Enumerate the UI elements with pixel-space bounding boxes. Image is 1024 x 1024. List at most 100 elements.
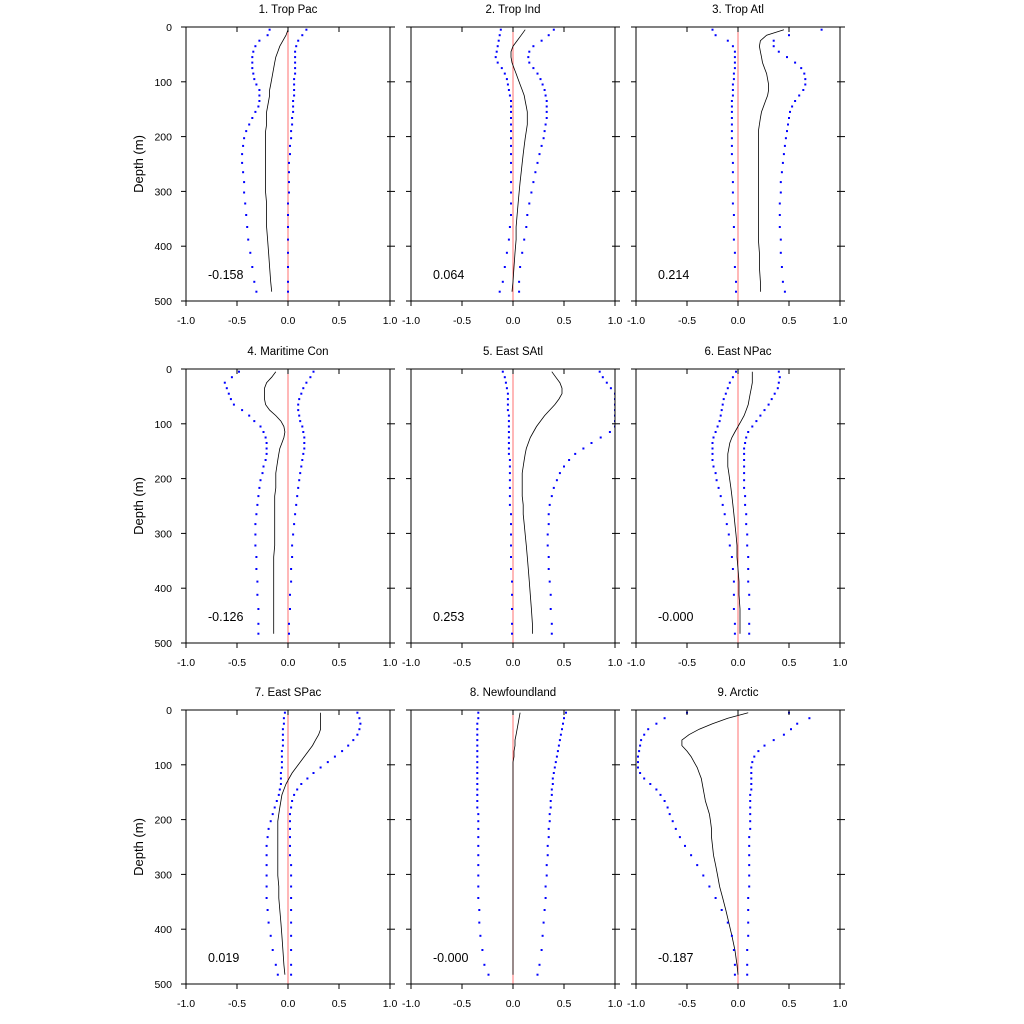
upper-bound-point <box>750 766 753 769</box>
x-tick-label: 0.5 <box>782 998 797 1010</box>
upper-bound-point <box>300 392 303 395</box>
lower-bound-point <box>264 436 267 439</box>
lower-bound-point <box>663 800 666 802</box>
panel-title: 7. East SPac <box>255 687 322 699</box>
upper-bound-point <box>295 503 298 506</box>
lower-bound-point <box>508 479 511 482</box>
upper-bound-point <box>536 72 539 75</box>
median-line <box>264 371 286 634</box>
upper-bound-point <box>562 722 564 725</box>
x-tick-label: 1.0 <box>608 315 623 327</box>
upper-bound-point <box>777 370 780 373</box>
panel-value-label: 0.019 <box>208 951 239 965</box>
upper-bound-point <box>290 909 293 911</box>
lower-bound-point <box>476 806 479 809</box>
upper-bound-point <box>544 897 547 899</box>
upper-bound-point <box>546 844 549 847</box>
lower-bound-point <box>637 761 639 764</box>
panel-data <box>265 710 362 984</box>
lower-bound-point <box>264 459 267 461</box>
lower-bound-point <box>510 100 512 102</box>
upper-bound-point <box>786 56 788 59</box>
lower-bound-point <box>476 777 479 780</box>
x-tick-label: 1.0 <box>833 315 848 327</box>
lower-bound-point <box>733 56 736 59</box>
upper-bound-point <box>303 436 306 439</box>
lower-bound-point <box>511 622 513 625</box>
lower-bound-point <box>732 580 735 583</box>
upper-bound-point <box>772 45 775 48</box>
lower-bound-point <box>726 921 729 924</box>
upper-bound-point <box>751 761 754 764</box>
upper-bound-point <box>290 885 293 888</box>
upper-bound-point <box>538 153 541 156</box>
upper-bound-point <box>519 266 522 268</box>
lower-bound-point <box>510 533 512 536</box>
upper-bound-point <box>296 788 299 791</box>
upper-bound-point <box>542 137 545 140</box>
upper-bound-point <box>777 50 780 53</box>
median-line <box>521 371 563 634</box>
lower-bound-point <box>730 110 733 113</box>
upper-bound-point <box>290 897 293 899</box>
upper-bound-point <box>547 568 550 570</box>
upper-bound-point <box>803 72 806 75</box>
lower-bound-point <box>258 39 261 42</box>
upper-bound-point <box>545 874 548 877</box>
lower-bound-point <box>247 238 250 241</box>
lower-bound-point <box>723 513 726 516</box>
lower-bound-point <box>243 137 246 140</box>
panel-value-label: -0.187 <box>658 951 693 965</box>
upper-bound-point <box>757 750 760 753</box>
upper-bound-point <box>356 733 359 736</box>
lower-bound-point <box>732 78 735 81</box>
upper-bound-point <box>550 622 553 625</box>
upper-bound-point <box>778 202 781 205</box>
lower-bound-point <box>510 123 512 126</box>
upper-bound-point <box>748 885 751 888</box>
upper-bound-point <box>779 238 782 241</box>
lower-bound-point <box>479 934 482 937</box>
upper-bound-point <box>798 94 801 97</box>
lower-bound-point <box>666 806 669 809</box>
lower-bound-point <box>655 722 658 725</box>
upper-bound-point <box>544 94 547 97</box>
lower-bound-point <box>732 593 735 596</box>
upper-bound-point <box>358 717 361 720</box>
x-tick-label: 1.0 <box>833 657 848 669</box>
upper-bound-point <box>293 78 296 81</box>
upper-bound-point <box>293 89 296 91</box>
upper-bound-point <box>541 934 544 937</box>
lower-bound-point <box>649 783 652 785</box>
lower-bound-point <box>510 144 512 147</box>
upper-bound-point <box>748 854 751 857</box>
upper-bound-point <box>291 556 294 558</box>
lower-bound-point <box>733 632 736 635</box>
upper-bound-point <box>528 202 531 205</box>
upper-bound-point <box>319 766 322 769</box>
lower-bound-point <box>259 425 262 428</box>
panel-title: 6. East NPac <box>704 346 771 358</box>
lower-bound-point <box>495 50 498 53</box>
upper-bound-point <box>776 387 779 390</box>
lower-bound-point <box>273 806 276 809</box>
lower-bound-point <box>728 381 731 384</box>
lower-bound-point <box>282 722 285 725</box>
lower-bound-point <box>248 414 251 417</box>
upper-bound-point <box>802 89 805 91</box>
upper-bound-point <box>300 465 303 468</box>
x-tick-label: 0.0 <box>506 315 521 327</box>
lower-bound-point <box>510 544 512 547</box>
lower-bound-point <box>254 544 257 547</box>
y-axis-label: Depth (m) <box>131 818 146 876</box>
upper-bound-point <box>525 226 528 228</box>
upper-bound-point <box>546 533 549 536</box>
lower-bound-point <box>254 45 257 48</box>
y-tick-label: 400 <box>154 241 172 253</box>
upper-bound-point <box>746 973 749 976</box>
lower-bound-point <box>252 72 255 75</box>
lower-bound-point <box>476 761 479 764</box>
upper-bound-point <box>546 544 549 547</box>
upper-bound-point <box>326 761 329 764</box>
lower-bound-point <box>223 381 226 384</box>
